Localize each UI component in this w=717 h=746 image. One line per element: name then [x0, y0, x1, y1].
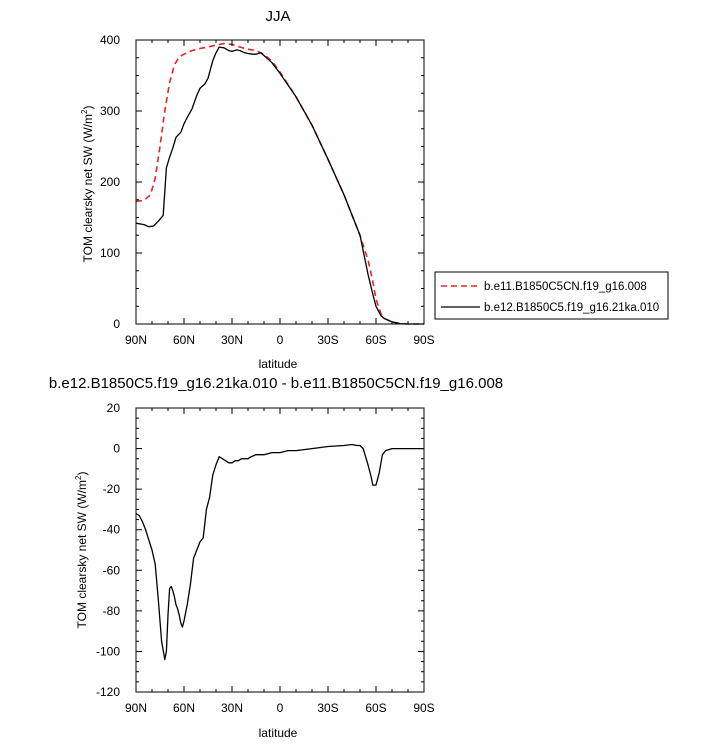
chart2-x-tick-label: 0	[277, 701, 284, 715]
legend-label-series-2: b.e12.B1850C5.f19_g16.21ka.010	[484, 302, 659, 314]
bottom-y-axis-label: TOM clearsky net SW (W/m2)	[74, 472, 89, 629]
chart1-series-line-2	[135, 46, 424, 325]
chart2-x-tick-label: 60N	[173, 701, 195, 715]
chart1-x-tick-label: 60S	[365, 333, 386, 347]
bottom-chart: b.e12.B1850C5.f19_g16.21ka.010 - b.e11.B…	[49, 375, 503, 740]
chart1-x-tick-label: 30N	[221, 333, 243, 347]
chart1-y-tick-label: 400	[100, 33, 120, 47]
chart2-y-tick-label: -20	[103, 482, 121, 496]
chart1-y-tick-label: 100	[100, 246, 120, 260]
chart2-x-tick-label: 90S	[413, 701, 434, 715]
legend-box	[434, 271, 669, 320]
chart1-x-tick-label: 30S	[317, 333, 338, 347]
chart2-y-tick-label: -40	[103, 523, 121, 537]
chart1-y-tick-label: 200	[100, 175, 120, 189]
chart2-y-tick-label: -120	[96, 685, 120, 699]
chart2-x-tick-label: 30N	[221, 701, 243, 715]
bottom-plot-frame	[135, 407, 425, 693]
chart2-x-tick-label: 60S	[365, 701, 386, 715]
top-chart: JJA 90N 60N 30N 0 30S 60S 90S 0 100 200 300 400 lat…	[80, 8, 669, 371]
bottom-chart-title: b.e12.B1850C5.f19_g16.21ka.010 - b.e11.B…	[49, 375, 503, 392]
chart1-y-tick-label: 0	[113, 317, 120, 331]
chart2-x-tick-label: 90N	[125, 701, 147, 715]
chart2-y-tick-label: -60	[103, 563, 121, 577]
bottom-x-axis-label: latitude	[259, 726, 298, 740]
top-plot-frame	[135, 39, 425, 325]
chart2-y-tick-label: 20	[107, 401, 121, 415]
chart1-x-tick-label: 90S	[413, 333, 434, 347]
top-x-axis-label: latitude	[259, 357, 298, 371]
chart1-y-tick-label: 300	[100, 104, 120, 118]
chart1-x-tick-label: 60N	[173, 333, 195, 347]
chart2-y-tick-label: 0	[113, 442, 120, 456]
chart2-y-tick-label: -80	[103, 604, 121, 618]
chart1-series-line-1	[135, 42, 424, 325]
chart2-series-line-1	[135, 443, 424, 661]
chart1-x-tick-label: 90N	[125, 333, 147, 347]
top-chart-title: JJA	[265, 8, 290, 25]
chart2-x-tick-label: 30S	[317, 701, 338, 715]
legend-label-series-1: b.e11.B1850C5CN.f19_g16.008	[484, 281, 647, 293]
top-y-axis-label: TOM clearsky net SW (W/m2)	[80, 106, 95, 263]
chart2-y-tick-label: -100	[96, 644, 120, 658]
top-legend: b.e11.B1850C5CN.f19_g16.008 b.e12.B1850C…	[434, 271, 669, 320]
chart1-x-tick-label: 0	[277, 333, 284, 347]
